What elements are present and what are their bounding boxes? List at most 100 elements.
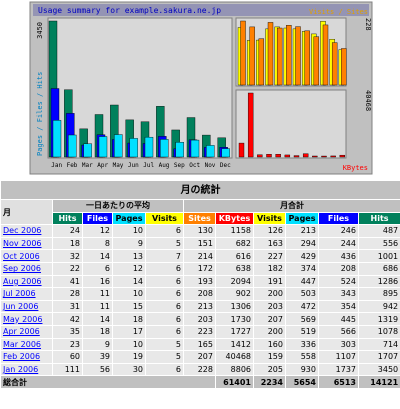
value-cell: 569 [285,312,319,326]
month-link[interactable]: Aug 2006 [3,276,42,286]
value-cell: 207 [183,350,216,364]
value-cell: 429 [285,249,319,263]
value-cell: 374 [285,261,319,276]
month-cell: May 2006 [0,312,53,326]
value-cell: 151 [183,236,216,251]
value-cell: 2094 [215,274,254,289]
month-cell: Dec 2006 [0,224,53,238]
value-cell: 40468 [215,350,254,364]
month-link[interactable]: Sep 2006 [3,264,41,274]
value-cell: 1001 [357,249,400,263]
month-row: Jun 2006 31 11 15 6 213 1306 203 472 354 942 [0,299,400,314]
value-cell: 8806 [215,362,254,377]
value-cell: 244 [318,236,359,251]
value-cell: 56 [82,362,113,377]
value-cell: 1319 [357,312,400,326]
month-cell: Feb 2006 [0,350,53,364]
value-cell: 638 [215,261,254,276]
value-cell: 714 [357,337,400,352]
usage-bar [68,134,77,158]
month-link[interactable]: Apr 2006 [3,327,40,337]
month-cell: Oct 2006 [0,249,53,263]
usage-bar [206,145,215,158]
value-cell: 246 [318,224,359,238]
value-cell: 1737 [318,362,359,377]
usage-bar [190,139,200,158]
value-cell: 182 [253,261,286,276]
value-cell: 172 [183,261,216,276]
value-cell: 223 [183,324,216,339]
value-cell: 1730 [215,312,254,326]
month-cell: Apr 2006 [0,324,53,339]
value-cell: 930 [285,362,319,377]
visits-bar [249,26,255,86]
value-cell: 1306 [215,299,254,314]
usage-bar [114,134,123,158]
month-label: Nov [205,162,216,169]
totals-row: 総合計 61401 2234 5654 6513 14121 [0,375,400,389]
value-cell: 126 [253,224,286,238]
total-cell: 5654 [285,375,319,389]
month-link[interactable]: Nov 2006 [3,239,42,249]
value-cell: 213 [285,224,319,238]
value-cell: 41 [52,274,83,289]
visits-bar [258,38,265,86]
value-cell: 205 [253,362,286,377]
kbytes-max: 40468 [364,90,372,111]
value-cell: 18 [112,312,146,326]
usage-bar [160,139,169,158]
value-cell: 895 [357,287,400,301]
value-cell: 1078 [357,324,400,339]
month-link[interactable]: May 2006 [3,314,43,324]
value-cell: 203 [183,312,216,326]
monthly-table: 月の統計 月 一日あたりの平均 月合計 Hits Files Pages Visits… [0,180,400,389]
value-cell: 5 [145,236,184,251]
total-cell: 2234 [253,375,286,389]
month-label: Aug [159,162,170,169]
value-cell: 18 [52,236,83,251]
kbytes-bar [238,142,245,158]
value-cell: 436 [318,249,359,263]
month-row: Mar 2006 23 9 10 5 165 1412 160 336 303 714 [0,337,400,352]
value-cell: 165 [183,337,216,352]
visits-bar [295,26,301,86]
value-cell: 686 [357,261,400,276]
column-header: Visits [145,211,184,226]
column-header: Hits [52,211,83,226]
month-link[interactable]: Oct 2006 [3,251,40,261]
column-header: Pages [285,211,319,226]
value-cell: 1158 [215,224,254,238]
value-cell: 24 [52,224,83,238]
value-cell: 1707 [357,350,400,364]
month-link[interactable]: Feb 2006 [3,352,41,362]
value-cell: 60 [52,350,83,364]
usage-bar [144,136,154,158]
value-cell: 10 [112,287,146,301]
value-cell: 193 [183,274,216,289]
kbytes-bar [339,154,346,158]
left-label: Pages / Files / Hits [36,72,44,156]
value-cell: 191 [253,274,286,289]
month-link[interactable]: Dec 2006 [3,226,42,236]
column-header: Hits [357,211,400,226]
visits-bar [286,25,292,86]
value-cell: 208 [318,261,359,276]
value-cell: 682 [215,236,254,251]
month-row: May 2006 42 14 18 6 203 1730 207 569 445 1319 [0,312,400,326]
table-title: 月の統計 [0,180,400,200]
usage-bar [129,138,138,158]
month-link[interactable]: Jan 2006 [3,365,39,375]
value-cell: 6 [145,324,184,339]
value-cell: 11 [82,287,113,301]
month-link[interactable]: Jul 2006 [3,289,36,299]
value-cell: 6 [145,287,184,301]
month-link[interactable]: Jun 2006 [3,302,39,312]
month-label: Sep [174,162,185,169]
month-cell: Jan 2006 [0,362,53,377]
usage-bar [221,148,230,158]
value-cell: 163 [253,236,286,251]
month-link[interactable]: Mar 2006 [3,339,41,349]
kbytes-bar [247,92,254,158]
value-cell: 487 [357,224,400,238]
value-cell: 445 [318,312,359,326]
